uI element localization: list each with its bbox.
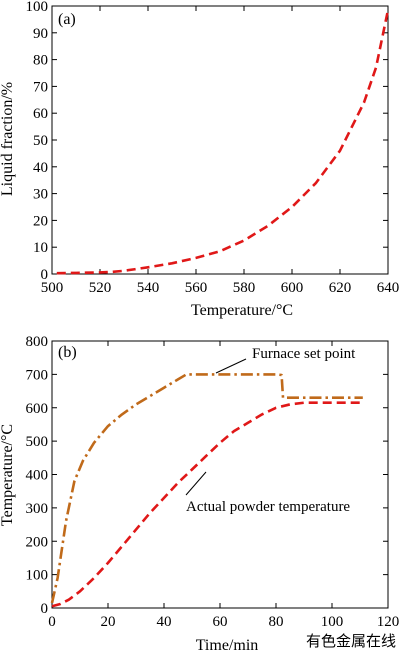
panel-b-series-line-actual-powder-temperature <box>51 401 363 608</box>
panel-a-x-tick-label: 520 <box>89 280 112 296</box>
panel-a-y-tick-label: 80 <box>33 53 48 69</box>
panel-a-plot-frame <box>51 5 389 275</box>
panel-a-y-tick-label: 70 <box>33 79 48 95</box>
panel-b-y-tick-label: 700 <box>26 367 49 383</box>
panel-a-y-tick-label: 30 <box>33 187 48 203</box>
panel-a-tag: (a) <box>58 11 76 28</box>
panel-b-temperature-time-chart: (b) Time/min Temperature/°C Furnace set … <box>0 334 399 653</box>
panel-a-y-tick-label: 60 <box>33 106 48 122</box>
panel-a-x-tick-label: 580 <box>233 280 256 296</box>
panel-b-y-axis-label: Temperature/°C <box>0 424 16 526</box>
panel-a-y-tick-label: 10 <box>33 240 48 256</box>
watermark: 有色金属在线 <box>306 633 396 650</box>
panel-a-liquid-fraction-chart: (a) Temperature/°C Liquid fraction/% 500… <box>0 0 399 319</box>
panel-b-x-tick-label: 80 <box>269 614 284 630</box>
panel-a-y-tick-label: 0 <box>41 267 49 283</box>
panel-a-y-tick-label: 50 <box>33 133 48 149</box>
panel-b-y-tick-label: 500 <box>26 434 49 450</box>
panel-b-y-tick-label: 100 <box>26 568 49 584</box>
panel-a-x-tick-label: 560 <box>185 280 208 296</box>
panel-b-x-tick-label: 120 <box>377 614 400 630</box>
panel-a-y-axis-label: Liquid fraction/% <box>0 82 16 196</box>
panel-a-y-tick-label: 100 <box>26 0 49 15</box>
panel-a-x-tick-label: 640 <box>377 280 400 296</box>
panel-b-x-axis-label: Time/min <box>196 637 259 653</box>
furnace-set-point-annotation: Furnace set point <box>252 346 356 362</box>
panel-a-y-tick-label: 40 <box>33 160 48 176</box>
panel-b-y-tick-label: 600 <box>26 401 49 417</box>
panel-a-x-tick-label: 600 <box>281 280 304 296</box>
panel-a-x-axis-label: Temperature/°C <box>191 302 293 319</box>
panel-b-y-tick-label: 0 <box>41 601 49 617</box>
panel-b-series-line-furnace-set-point <box>50 373 363 604</box>
panel-a-series-line-0 <box>56 9 390 275</box>
panel-a-y-tick-label: 20 <box>33 213 48 229</box>
panel-a-x-tick-label: 620 <box>329 280 352 296</box>
panel-b-x-tick-label: 20 <box>101 614 116 630</box>
powder-annotation-leader <box>185 471 207 496</box>
actual-powder-annotation: Actual powder temperature <box>186 499 350 515</box>
panel-a-x-tick-label: 500 <box>41 280 64 296</box>
panel-b-y-tick-label: 300 <box>26 501 49 517</box>
furnace-annotation-leader <box>215 358 247 374</box>
panel-b-x-tick-label: 40 <box>157 614 172 630</box>
panel-b-y-tick-label: 800 <box>26 334 49 350</box>
panel-b-x-tick-label: 0 <box>48 614 56 630</box>
panel-a-y-tick-label: 90 <box>33 26 48 42</box>
panel-b-x-tick-label: 60 <box>213 614 228 630</box>
panel-b-x-tick-label: 100 <box>321 614 344 630</box>
panel-b-y-tick-label: 400 <box>26 468 49 484</box>
panel-b-tag: (b) <box>58 344 77 361</box>
panel-b-y-tick-label: 200 <box>26 534 49 550</box>
panel-a-x-tick-label: 540 <box>137 280 160 296</box>
